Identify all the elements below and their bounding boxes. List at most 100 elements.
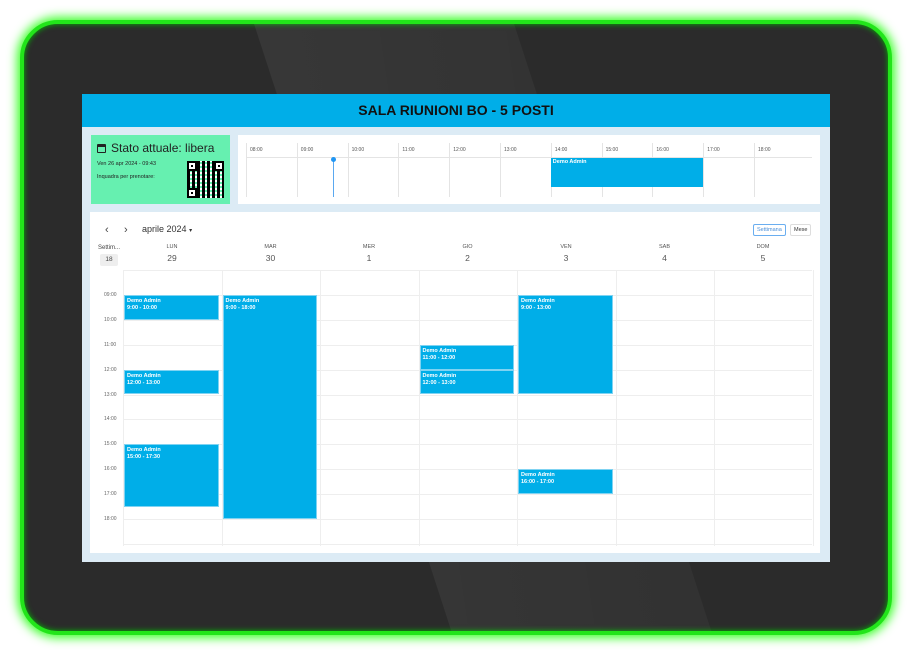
event-time: 9:00 - 10:00 — [127, 304, 157, 311]
day-header[interactable]: MAR 30 — [222, 244, 320, 263]
day-timeline: 08:00 09:00 10:00 11:00 12:00 13:00 14:00 15:00… — [238, 135, 820, 204]
month-selector[interactable]: aprile 2024 ▾ — [142, 224, 192, 234]
hour-gridline — [123, 419, 812, 421]
status-datetime: Ven 26 apr 2024 - 09:43 — [97, 161, 157, 167]
day-gridline — [615, 270, 617, 546]
status-title: Stato attuale: libera — [111, 141, 215, 155]
event-time: 12:00 - 13:00 — [127, 379, 161, 386]
status-panel: Stato attuale: libera Ven 26 apr 2024 - … — [91, 135, 230, 204]
day-gridline — [123, 270, 124, 546]
week-label: Settim... — [98, 245, 121, 251]
day-name: GIO — [462, 244, 473, 250]
day-number: 4 — [662, 253, 667, 263]
calendar-event[interactable]: Demo Admin 15:00 - 17:30 — [124, 444, 219, 507]
day-gridline — [221, 270, 223, 546]
hour-gridline — [123, 270, 812, 271]
week-view-button[interactable]: Settimana — [753, 224, 786, 236]
screen: SALA RIUNIONI BO - 5 POSTI Stato attuale… — [82, 94, 830, 562]
calendar-event[interactable]: Demo Admin 9:00 - 18:00 — [222, 294, 317, 519]
hour-gridline — [123, 319, 812, 321]
hour-label: 13:00 — [104, 391, 117, 398]
hour-gridline — [123, 543, 812, 545]
timeline-hour: 18:00 — [754, 143, 771, 197]
hour-label: 12:00 — [104, 366, 117, 373]
timeline-hour: 12:00 — [449, 143, 466, 197]
calendar-check-icon — [97, 143, 106, 153]
hour-gridline — [123, 519, 812, 520]
day-number: 5 — [760, 253, 766, 263]
day-name: DOM — [756, 244, 770, 250]
day-number: 29 — [167, 253, 177, 263]
timeline-event[interactable]: Demo Admin — [550, 158, 704, 187]
day-header[interactable]: LUN 29 — [123, 244, 221, 263]
hour-label: 16:00 — [104, 466, 117, 473]
event-time: 12:00 - 13:00 — [422, 379, 456, 386]
event-time: 9:00 - 18:00 — [225, 304, 256, 311]
timeline-hour: 13:00 — [500, 143, 517, 197]
chevron-right-icon[interactable]: › — [124, 224, 128, 236]
day-header[interactable]: GIO 2 — [419, 244, 517, 263]
day-name: SAB — [658, 244, 670, 250]
calendar-event[interactable]: Demo Admin 12:00 - 13:00 — [419, 369, 514, 395]
day-number: 2 — [465, 253, 470, 263]
hour-label: 14:00 — [104, 416, 117, 423]
caret-down-icon: ▾ — [189, 228, 193, 234]
day-number: 1 — [366, 253, 372, 263]
hour-label: 09:00 — [104, 291, 117, 298]
event-time: 11:00 - 12:00 — [422, 354, 456, 361]
calendar-event[interactable]: Demo Admin 16:00 - 17:00 — [518, 469, 613, 495]
hour-label: 18:00 — [104, 516, 117, 522]
calendar-event[interactable]: Demo Admin 9:00 - 13:00 — [518, 294, 613, 395]
day-header[interactable]: DOM 5 — [714, 244, 812, 263]
day-header[interactable]: VEN 3 — [517, 244, 615, 263]
event-time: 16:00 - 17:00 — [521, 479, 555, 486]
event-title: Demo Admin — [127, 297, 161, 304]
timeline-hour: 17:00 — [703, 143, 720, 197]
timeline-hour: 09:00 — [296, 143, 313, 197]
event-title: Demo Admin — [422, 372, 457, 379]
calendar-event[interactable]: Demo Admin 12:00 - 13:00 — [124, 369, 219, 395]
event-title: Demo Admin — [127, 372, 161, 379]
calendar-event[interactable]: Demo Admin 9:00 - 10:00 — [124, 294, 219, 320]
event-time: 9:00 - 13:00 — [521, 304, 551, 311]
event-title: Demo Admin — [127, 447, 161, 454]
hour-label: 17:00 — [104, 491, 117, 498]
day-gridline — [418, 270, 420, 546]
day-gridline — [320, 270, 321, 546]
day-number: 3 — [563, 253, 569, 263]
event-title: Demo Admin — [521, 472, 555, 479]
scan-prompt: Inquadra per prenotare: — [97, 174, 155, 180]
event-time: 15:00 - 17:30 — [127, 454, 161, 461]
hour-label: 15:00 — [104, 441, 117, 448]
month-label: aprile 2024 — [142, 224, 187, 234]
current-time-line — [333, 160, 335, 197]
day-name: MER — [362, 244, 376, 250]
hour-gridline — [123, 469, 812, 471]
hour-gridline — [123, 294, 812, 296]
month-view-button[interactable]: Mese — [790, 224, 812, 236]
event-title: Demo Admin — [422, 347, 457, 354]
time-grid: 09:00 10:00 11:00 12:00 13:00 14:00 15:00 16:00… — [90, 270, 820, 546]
hour-gridline — [123, 394, 812, 396]
timeline-divider — [246, 157, 812, 158]
day-gridline — [812, 270, 814, 546]
timeline-hour: 08:00 — [246, 143, 263, 197]
hour-gridline — [123, 444, 812, 446]
calendar-event[interactable]: Demo Admin 11:00 - 12:00 — [419, 344, 514, 370]
hour-label: 10:00 — [104, 316, 117, 323]
day-gridline — [714, 270, 715, 546]
room-title: SALA RIUNIONI BO - 5 POSTI — [82, 94, 830, 127]
day-gridline — [517, 270, 518, 546]
timeline-hour: 10:00 — [347, 143, 364, 197]
day-header[interactable]: SAB 4 — [616, 244, 714, 263]
current-time-dot — [331, 157, 337, 162]
day-header[interactable]: MER 1 — [320, 244, 418, 263]
qr-code[interactable] — [187, 161, 224, 198]
week-number: 18 — [100, 254, 118, 266]
day-number: 30 — [265, 253, 276, 263]
day-name: VEN — [560, 244, 572, 250]
timeline-hour: 11:00 — [398, 143, 415, 197]
week-calendar: ‹ › aprile 2024 ▾ Settimana Mese Settim.… — [90, 212, 820, 553]
chevron-left-icon[interactable]: ‹ — [105, 224, 109, 236]
event-title: Demo Admin — [521, 297, 555, 304]
